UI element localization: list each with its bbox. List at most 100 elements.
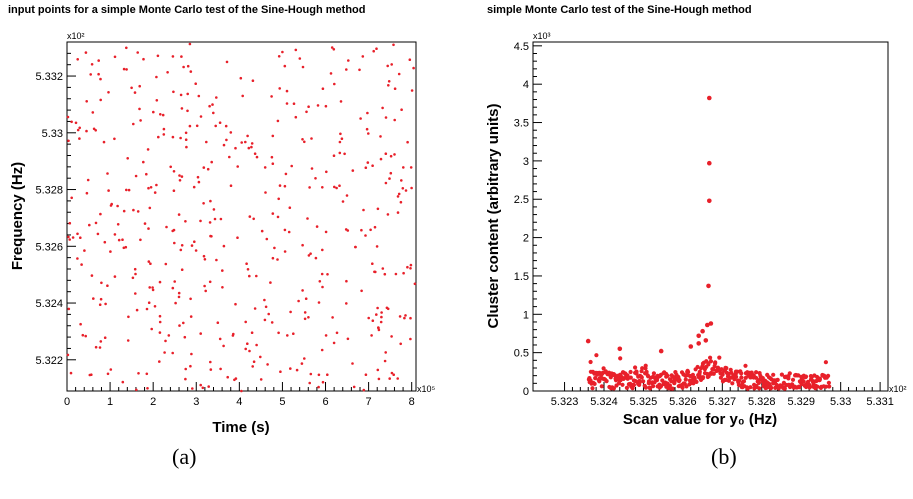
chart-b-peak-point [708, 321, 714, 326]
chart-a-point [300, 362, 304, 365]
chart-a-point [371, 319, 375, 323]
chart-a-point [80, 263, 83, 266]
chart-a-point [338, 184, 341, 187]
chart-a-point [331, 316, 334, 319]
chart-a-point [70, 196, 73, 200]
chart-a-point [152, 110, 155, 114]
chart-a-point [386, 64, 390, 68]
chart-a-point [308, 381, 312, 385]
chart-a-point [250, 145, 253, 149]
chart-b-point [697, 373, 702, 378]
chart-a-point [390, 371, 394, 375]
chart-a-point [184, 377, 187, 381]
chart-a-point [301, 65, 305, 69]
chart-a-point [183, 335, 187, 339]
chart-a-point [364, 373, 368, 377]
chart-a-point [316, 104, 320, 107]
chart-a-point [362, 208, 365, 212]
chart-a-point [246, 134, 249, 138]
chart-a-point [384, 351, 388, 354]
chart-a-point [345, 302, 348, 305]
chart-a-point [70, 120, 73, 124]
chart-b-point [695, 364, 700, 370]
chart-b-point [637, 378, 642, 384]
chart-a-point [219, 367, 222, 371]
chart-a-point [103, 240, 107, 244]
chart-a-point [97, 72, 100, 76]
chart-a-point [252, 217, 255, 221]
chart-a-x-exponent: x10⁵ [417, 384, 436, 394]
chart-a-point [255, 343, 258, 347]
chart-a-point [167, 334, 171, 337]
chart-a-point [177, 291, 181, 295]
chart-a-point [153, 305, 157, 308]
chart-a-point [208, 104, 211, 108]
chart-a-point [163, 351, 166, 354]
chart-a-point [121, 380, 125, 384]
chart-a-point [201, 386, 205, 390]
chart-a-point [182, 321, 185, 325]
chart-a-point [387, 80, 391, 83]
chart-a-point [113, 137, 116, 141]
chart-a-point [314, 177, 317, 180]
chart-a-point [326, 373, 329, 377]
chart-a-point [215, 258, 218, 262]
chart-a-point [276, 119, 280, 123]
chart-a-point [178, 324, 181, 327]
chart-a-point [107, 189, 110, 192]
chart-a-x-tick-label: 5 [279, 396, 285, 408]
chart-a-point [402, 166, 405, 169]
chart-a-point [386, 307, 390, 311]
chart-b-x-tick-label: 5.325 [630, 396, 658, 408]
chart-b-point [826, 380, 832, 385]
chart-a-point [367, 132, 370, 135]
chart-a-point [352, 385, 356, 389]
chart-a-point [269, 281, 272, 284]
chart-a-point [290, 164, 294, 168]
chart-a-point [292, 102, 296, 105]
chart-a-point [186, 109, 189, 113]
chart-a-point [85, 129, 88, 133]
chart-a-point [333, 185, 336, 189]
chart-a-point [215, 96, 218, 99]
chart-b-point [743, 363, 748, 368]
chart-a-point [264, 305, 268, 309]
chart-b-point [637, 382, 642, 387]
chart-a-point [263, 298, 266, 302]
chart-a-point [196, 175, 200, 179]
chart-a-point [99, 77, 102, 81]
chart-b-point [807, 385, 812, 390]
chart-b-x-tick-label: 5.326 [669, 396, 697, 408]
chart-a-point [409, 263, 413, 267]
chart-a-point [271, 162, 275, 165]
chart-a-point [259, 355, 262, 359]
chart-a-point [393, 87, 397, 90]
chart-a-point [332, 48, 336, 51]
chart-a-point [270, 95, 273, 98]
chart-a-point [340, 137, 344, 140]
chart-a-point [147, 301, 151, 305]
chart-a-point [409, 166, 413, 169]
chart-a-point [155, 75, 158, 79]
chart-a-point [285, 102, 289, 105]
chart-a-point [250, 142, 254, 145]
chart-a-point [240, 141, 243, 144]
chart-a-point [99, 98, 102, 102]
chart-a-point [98, 346, 102, 349]
chart-a-point [347, 59, 350, 62]
chart-a-point [138, 84, 141, 88]
chart-a-point [303, 317, 307, 321]
chart-a-point [236, 165, 239, 168]
chart-a-point [199, 219, 202, 223]
chart-a-point [190, 244, 194, 247]
chart-a-point [267, 312, 271, 316]
chart-a-point [194, 249, 198, 252]
chart-a-point [384, 181, 388, 185]
chart-b-peak-point [703, 338, 709, 343]
chart-a-point [245, 262, 248, 266]
chart-b-point [644, 369, 649, 374]
chart-a-point [145, 307, 149, 311]
chart-a-point [158, 280, 162, 284]
chart-b-x-label: Scan value for y₀ (Hz) [623, 411, 777, 428]
chart-a-point [358, 68, 361, 72]
